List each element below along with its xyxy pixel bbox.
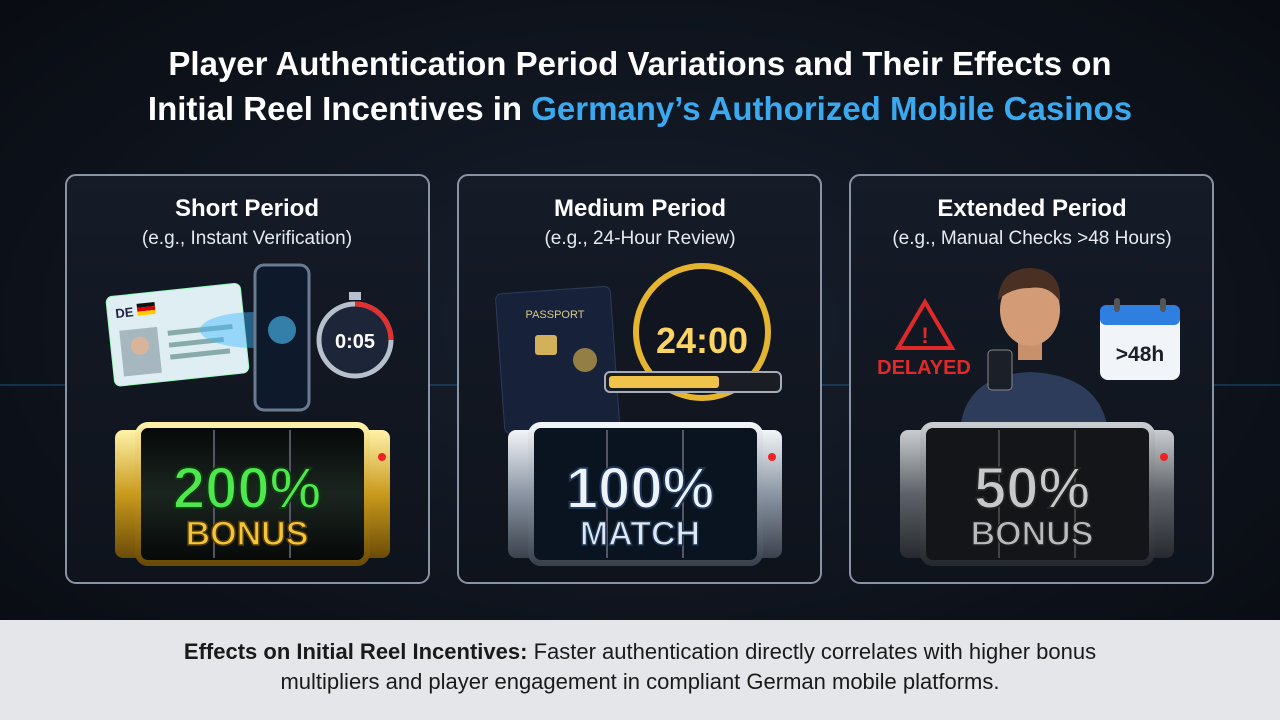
panel-subtitle: (e.g., 24-Hour Review) <box>544 228 735 249</box>
footer-line2: multipliers and player engagement in com… <box>280 669 999 694</box>
panel-title: Medium Period <box>554 195 726 222</box>
footer-text: Faster authentication directly correlate… <box>527 639 1096 664</box>
panel-title: Short Period <box>175 195 319 222</box>
footer-line1: Effects on Initial Reel Incentives: Fast… <box>184 639 1096 664</box>
svg-text:!: ! <box>921 323 928 348</box>
reel-value: 200% <box>173 456 321 521</box>
title-prefix: Initial Reel Incentives in <box>148 90 531 127</box>
footer-lead: Effects on Initial Reel Incentives: <box>184 639 528 664</box>
person <box>960 268 1108 430</box>
title-line1: Player Authentication Period Variations … <box>168 45 1111 82</box>
reel: 50% BONUS <box>900 422 1174 566</box>
panel-subtitle: (e.g., Manual Checks >48 Hours) <box>892 228 1171 249</box>
reel: 100% MATCH <box>508 422 782 566</box>
panel-subtitle: (e.g., Instant Verification) <box>142 228 352 249</box>
reel-value: 50% <box>974 456 1090 521</box>
reel-word: MATCH <box>580 515 700 553</box>
reel-value: 100% <box>566 456 714 521</box>
panel-medium: Medium Period (e.g., 24-Hour Review) PAS… <box>457 174 822 584</box>
reel: 200% BONUS <box>115 422 390 566</box>
id-card: DE <box>105 283 250 387</box>
reel-word: BONUS <box>971 515 1094 553</box>
panel-extended: Extended Period (e.g., Manual Checks >48… <box>849 174 1214 584</box>
panel-title: Extended Period <box>937 195 1126 222</box>
timer: >48h <box>1116 343 1164 366</box>
reel-word: BONUS <box>186 515 309 553</box>
passport-label: PASSPORT <box>526 309 585 321</box>
timer: 0:05 <box>335 331 375 353</box>
title-line2: Initial Reel Incentives in Germany’s Aut… <box>148 90 1132 127</box>
panel-short: Short Period (e.g., Instant Verification… <box>65 174 430 584</box>
footer-band <box>0 620 1280 720</box>
title-highlight: Germany’s Authorized Mobile Casinos <box>531 90 1132 127</box>
timer-dial <box>633 263 771 401</box>
card-label: DE <box>115 304 135 321</box>
warning-icon <box>894 298 956 350</box>
timer: 24:00 <box>656 320 748 361</box>
status: DELAYED <box>877 357 971 379</box>
